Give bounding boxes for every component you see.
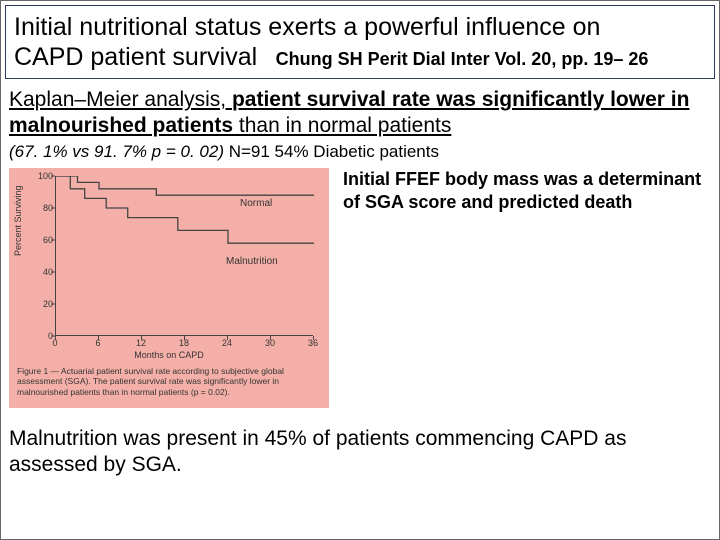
normal-series-label: Normal [240, 198, 272, 209]
title-row-2: CAPD patient survival Chung SH Perit Dia… [14, 42, 706, 72]
footer-sentence: Malnutrition was present in 45% of patie… [1, 408, 719, 479]
y-axis-label: Percent Surviving [13, 185, 23, 256]
header-box: Initial nutritional status exerts a powe… [5, 5, 715, 79]
side-note: Initial FFEF body mass was a determinant… [329, 168, 711, 215]
malnutrition-series-label: Malnutrition [226, 256, 278, 267]
stats-italic: (67. 1% vs 91. 7% p = 0. 02) [9, 142, 229, 161]
normal-line [56, 176, 314, 195]
citation: Chung SH Perit Dial Inter Vol. 20, pp. 1… [276, 49, 649, 69]
figure-caption: Figure 1 — Actuarial patient survival ra… [17, 366, 321, 398]
stats-tail: N=91 54% Diabetic patients [229, 142, 439, 161]
stats-line: (67. 1% vs 91. 7% p = 0. 02) N=91 54% Di… [1, 140, 719, 168]
km-suffix: than in normal patients [233, 114, 451, 137]
malnutrition-line [56, 176, 314, 243]
km-sentence: Kaplan–Meier analysis, patient survival … [1, 87, 719, 140]
title-line-2: CAPD patient survival [14, 43, 257, 71]
title-line-1: Initial nutritional status exerts a powe… [14, 12, 706, 42]
x-axis-label: Months on CAPD [9, 350, 329, 360]
km-figure: Percent Surviving 020406080100 061218243… [9, 168, 329, 408]
mid-row: Percent Surviving 020406080100 061218243… [1, 168, 719, 408]
km-prefix: Kaplan–Meier analysis, [9, 88, 232, 111]
